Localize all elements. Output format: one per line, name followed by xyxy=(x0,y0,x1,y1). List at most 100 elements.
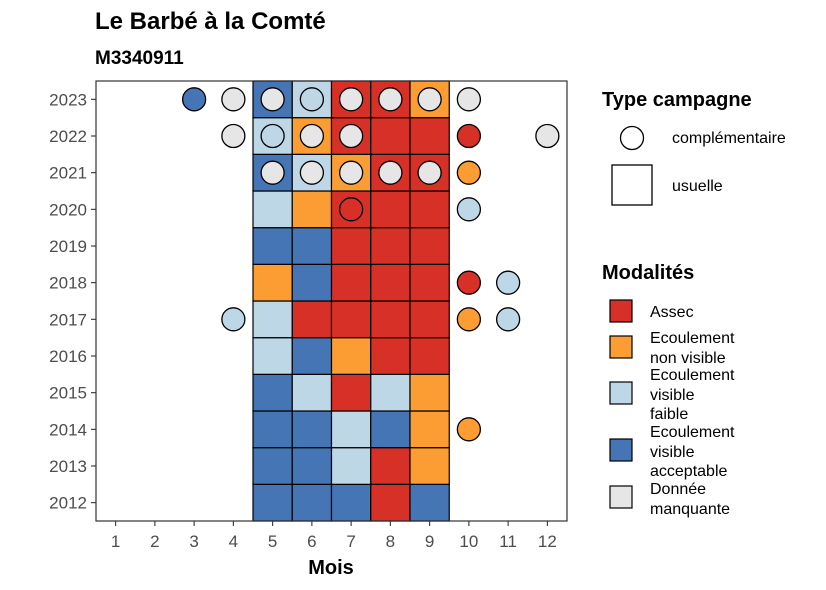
legend-ecoulement-visible-acceptable-label: acceptable xyxy=(650,463,727,480)
legend-usuelle-key xyxy=(611,164,653,206)
x-tick-label: 12 xyxy=(538,532,557,551)
tile-2016-5 xyxy=(252,337,293,375)
tile-2017-7 xyxy=(330,300,372,339)
legend-ecoulement-visible-acceptable-label: Ecoulement xyxy=(650,424,735,441)
point-2022-7 xyxy=(338,123,364,149)
tile-2014-8 xyxy=(370,410,411,449)
legend-ecoulement-visible-acceptable-label: visible xyxy=(650,444,695,461)
point-2023-10 xyxy=(456,87,482,112)
tile-2013-5 xyxy=(252,447,293,485)
x-tick-label: 4 xyxy=(229,532,238,551)
tile-2012-9 xyxy=(409,483,450,522)
plot-border xyxy=(95,80,568,522)
tile-2017-6 xyxy=(291,300,333,339)
tile-2015-6 xyxy=(291,373,333,412)
x-tick-label: 11 xyxy=(499,532,517,551)
point-2022-6 xyxy=(299,123,325,149)
tile-2016-6 xyxy=(291,337,333,375)
tile-2016-7 xyxy=(330,337,372,375)
legend-ecoulement-visible-faible-label: faible xyxy=(650,406,688,423)
y-tick-label: 2017 xyxy=(49,310,87,329)
tile-2019-5 xyxy=(252,227,293,265)
tile-2019-7 xyxy=(330,227,372,265)
x-axis-label: Mois xyxy=(308,557,354,579)
tile-2013-9 xyxy=(409,447,450,485)
tile-2017-5 xyxy=(252,300,293,339)
legend-donnee-manquante-key xyxy=(609,485,633,509)
x-tick-label: 6 xyxy=(307,532,316,551)
tile-2019-6 xyxy=(291,227,333,265)
tile-2012-5 xyxy=(252,483,293,522)
point-2023-8 xyxy=(378,87,403,112)
y-tick-label: 2013 xyxy=(49,457,87,476)
tile-2018-8 xyxy=(370,263,411,302)
tile-2014-9 xyxy=(409,410,450,449)
y-tick-label: 2021 xyxy=(49,164,87,183)
point-2014-10 xyxy=(456,417,482,442)
legend-assec-label: Assec xyxy=(650,304,694,321)
point-2018-11 xyxy=(495,270,521,295)
legend-complementaire-key xyxy=(619,125,645,151)
point-2023-7 xyxy=(338,87,364,112)
point-2021-6 xyxy=(299,160,325,185)
tile-2014-6 xyxy=(291,410,333,449)
tile-2018-6 xyxy=(291,263,333,302)
tile-2020-5 xyxy=(252,190,293,229)
tile-2022-8 xyxy=(370,117,411,155)
legend-donnee-manquante-label: manquante xyxy=(650,501,730,518)
tile-2018-7 xyxy=(330,263,372,302)
tile-2019-8 xyxy=(370,227,411,265)
y-tick-label: 2022 xyxy=(49,127,87,146)
x-tick-label: 5 xyxy=(268,532,277,551)
point-2023-4 xyxy=(221,87,246,112)
tile-2013-7 xyxy=(330,447,372,485)
legend-usuelle-label: usuelle xyxy=(672,178,723,195)
y-tick-label: 2016 xyxy=(49,347,87,366)
point-2021-5 xyxy=(260,160,285,185)
chart-subtitle: M3340911 xyxy=(95,48,184,69)
legend-type-campagne: Type campagne complémentaire usuelle xyxy=(602,89,786,206)
legend-ecoulement-non-visible-label: non visible xyxy=(650,350,726,367)
point-2023-9 xyxy=(417,87,442,112)
tile-2014-7 xyxy=(330,410,372,449)
tile-2012-6 xyxy=(291,483,333,522)
point-2022-5 xyxy=(260,123,285,149)
chart-title: Le Barbé à la Comté xyxy=(95,8,326,35)
y-tick-label: 2023 xyxy=(49,90,87,109)
x-tick-label: 9 xyxy=(425,532,434,551)
point-2017-10 xyxy=(456,307,482,332)
legend-ecoulement-non-visible-label: Ecoulement xyxy=(650,330,735,347)
point-2023-3 xyxy=(181,87,207,112)
tile-2012-7 xyxy=(330,483,372,522)
tile-2013-8 xyxy=(370,447,411,485)
x-tick-label: 8 xyxy=(386,532,395,551)
legend-ecoulement-visible-faible-key xyxy=(609,381,633,405)
legend-assec-key xyxy=(609,299,633,323)
x-tick-label: 7 xyxy=(346,532,355,551)
point-2022-10 xyxy=(456,123,482,149)
tile-2017-9 xyxy=(409,300,450,339)
legend-modalites-title: Modalités xyxy=(602,262,694,284)
tile-2015-5 xyxy=(252,373,293,412)
point-2020-7 xyxy=(338,197,364,222)
point-2021-8 xyxy=(378,160,403,185)
point-2021-9 xyxy=(417,160,442,185)
tile-2022-9 xyxy=(409,117,450,155)
x-tick-label: 1 xyxy=(111,532,120,551)
point-2022-12 xyxy=(535,123,560,149)
point-2018-10 xyxy=(456,270,482,295)
y-tick-label: 2018 xyxy=(49,274,87,293)
x-tick-label: 2 xyxy=(150,532,159,551)
y-tick-label: 2019 xyxy=(49,237,87,256)
point-2020-10 xyxy=(456,197,482,222)
tile-2020-9 xyxy=(409,190,450,229)
y-tick-label: 2014 xyxy=(49,420,87,439)
tile-2014-5 xyxy=(252,410,293,449)
legend-type-campagne-title: Type campagne xyxy=(602,89,752,111)
tile-2016-8 xyxy=(370,337,411,375)
y-tick-label: 2012 xyxy=(49,494,87,513)
plot-area: 1 2 3 4 5 6 7 8 9 10 11 122012201320142015201620172… xyxy=(49,80,568,551)
tile-2012-8 xyxy=(370,483,411,522)
tile-2015-9 xyxy=(409,373,450,412)
tile-2020-6 xyxy=(291,190,333,229)
